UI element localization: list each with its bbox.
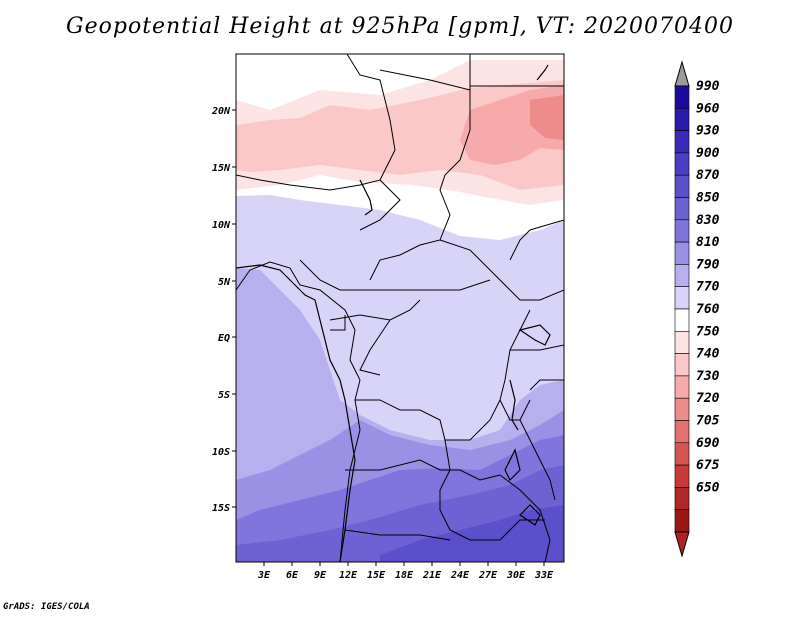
colorbar-level-label: 690 bbox=[696, 436, 720, 451]
lat-tick-label: 5S bbox=[218, 390, 230, 401]
colorbar-swatch bbox=[674, 130, 690, 154]
colorbar-level-label: 730 bbox=[696, 369, 720, 384]
colorbar-arrow-top bbox=[674, 60, 690, 87]
colorbar-level-label: 675 bbox=[696, 458, 720, 473]
colorbar-level-label: 870 bbox=[696, 168, 720, 183]
height-field bbox=[236, 54, 564, 562]
coastlines-and-lakes bbox=[236, 64, 551, 562]
colorbar-level-label: 770 bbox=[696, 280, 720, 295]
colorbar-swatch bbox=[674, 509, 690, 533]
colorbar-level-label: 850 bbox=[696, 191, 720, 206]
colorbar-level-label: 990 bbox=[696, 79, 720, 94]
lat-tick-label: 15N bbox=[212, 163, 231, 174]
lat-tick-label: 20N bbox=[211, 106, 231, 117]
colorbar-swatch bbox=[674, 286, 690, 310]
credit-label: GrADS: IGES/COLA bbox=[3, 602, 90, 612]
lon-tick-label: 21E bbox=[422, 570, 442, 581]
map-frame bbox=[235, 53, 565, 563]
colorbar-swatch bbox=[674, 308, 690, 332]
colorbar-swatch bbox=[674, 420, 690, 444]
lat-tick-label: 5N bbox=[218, 277, 231, 288]
lat-tick-label: 10S bbox=[212, 447, 230, 458]
colorbar-swatch bbox=[674, 174, 690, 198]
colorbar-level-label: 750 bbox=[696, 324, 720, 339]
colorbar-swatch bbox=[674, 85, 690, 109]
colorbar-level-label: 930 bbox=[696, 124, 720, 139]
lat-tick-label: EQ bbox=[218, 333, 230, 344]
lon-tick-label: 24E bbox=[450, 570, 470, 581]
colorbar-swatch bbox=[674, 264, 690, 287]
colorbar-level-label: 705 bbox=[696, 414, 720, 429]
lat-ticks: 20N 15N 10N 5N EQ 5S 10S 15S bbox=[211, 106, 236, 514]
country-borders bbox=[236, 54, 564, 562]
colorbar-swatch bbox=[674, 397, 690, 421]
lon-ticks: 3E 6E 9E 12E 15E 18E 21E 24E 27E 30E 33E bbox=[257, 562, 554, 581]
colorbar-swatch bbox=[674, 219, 690, 243]
lon-tick-label: 3E bbox=[257, 570, 271, 581]
lat-tick-label: 15S bbox=[212, 503, 230, 514]
map-title: Geopotential Height at 925hPa [gpm], VT:… bbox=[66, 14, 734, 39]
colorbar-swatch bbox=[674, 152, 690, 176]
colorbar-swatch bbox=[674, 487, 690, 510]
colorbar-arrow-bottom bbox=[674, 531, 690, 558]
colorbar-level-label: 720 bbox=[696, 391, 720, 406]
colorbar-level-label: 900 bbox=[696, 146, 720, 161]
lon-tick-label: 30E bbox=[506, 570, 526, 581]
colorbar-swatch bbox=[674, 197, 690, 221]
field-band-850 bbox=[380, 505, 564, 562]
colorbar-level-label: 740 bbox=[696, 347, 720, 362]
colorbar-swatch bbox=[674, 241, 690, 265]
lon-tick-label: 18E bbox=[395, 570, 414, 581]
lon-tick-label: 9E bbox=[314, 570, 327, 581]
lon-tick-label: 15E bbox=[367, 570, 386, 581]
lon-tick-label: 12E bbox=[339, 570, 358, 581]
colorbar-level-label: 760 bbox=[696, 302, 720, 317]
lon-tick-label: 6E bbox=[286, 570, 299, 581]
colorbar-level-label: 810 bbox=[696, 235, 720, 250]
field-band-720 bbox=[530, 95, 564, 140]
colorbar: 990 960 930 900 870 850 830 810 790 770 760 750 740 7… bbox=[674, 60, 720, 558]
lat-tick-label: 10N bbox=[212, 220, 231, 231]
colorbar-swatch bbox=[674, 464, 690, 488]
lon-tick-label: 27E bbox=[478, 570, 498, 581]
colorbar-swatch bbox=[674, 330, 690, 354]
colorbar-level-label: 650 bbox=[696, 480, 720, 495]
colorbar-swatch bbox=[674, 375, 690, 399]
colorbar-level-label: 960 bbox=[696, 101, 720, 116]
lon-tick-label: 33E bbox=[534, 570, 554, 581]
colorbar-level-label: 790 bbox=[696, 257, 720, 272]
colorbar-swatch bbox=[674, 353, 690, 377]
colorbar-swatch bbox=[674, 108, 690, 131]
colorbar-level-label: 830 bbox=[696, 213, 720, 228]
colorbar-swatch bbox=[674, 442, 690, 466]
